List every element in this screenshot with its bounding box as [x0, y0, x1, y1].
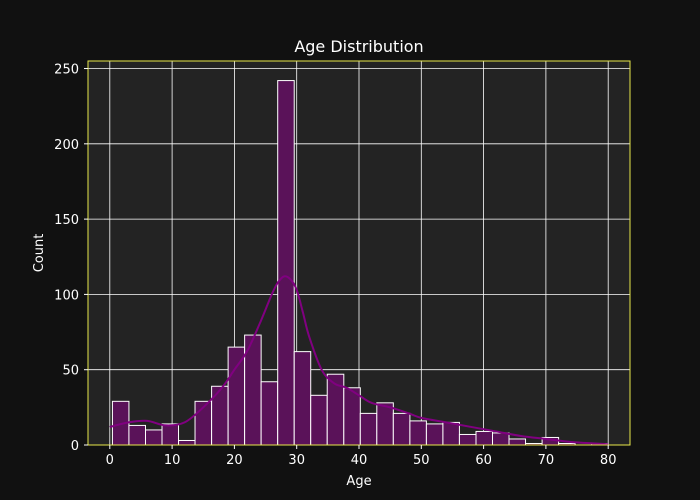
histogram-bar	[277, 80, 295, 446]
histogram-bar	[409, 420, 427, 446]
histogram-bar	[376, 402, 394, 446]
histogram-bar	[310, 394, 328, 446]
chart-title: Age Distribution	[294, 37, 423, 56]
y-axis-ticks: 0 50 100 150 200 250	[54, 63, 88, 454]
y-tick-label: 0	[71, 439, 79, 454]
histogram-bars	[111, 80, 609, 446]
histogram-bar	[458, 433, 477, 446]
x-tick-label: 70	[538, 453, 555, 468]
x-tick-label: 60	[475, 453, 492, 468]
y-tick-label: 100	[54, 288, 79, 303]
x-tick-label: 80	[600, 453, 617, 468]
y-tick-label: 250	[54, 63, 79, 78]
histogram-bar	[128, 424, 147, 446]
histogram-bar	[442, 421, 460, 446]
x-tick-label: 40	[351, 453, 368, 468]
grid	[88, 61, 630, 446]
x-tick-label: 50	[413, 453, 430, 468]
x-tick-label: 20	[226, 453, 243, 468]
y-axis-title: Count	[32, 234, 47, 273]
histogram-bar	[392, 412, 411, 446]
histogram-bar	[475, 430, 494, 446]
histogram-bar	[508, 438, 527, 446]
histogram-bar	[293, 351, 312, 446]
x-tick-label: 10	[164, 453, 181, 468]
histogram-bar	[178, 439, 196, 446]
histogram-bar	[145, 429, 163, 446]
histogram-bar	[343, 387, 361, 446]
x-axis-ticks: 0 10 20 30 40 50 60 70 80	[106, 445, 617, 468]
histogram-bar	[492, 432, 510, 446]
histogram-bar	[227, 346, 246, 446]
histogram-bar	[425, 423, 444, 446]
histogram-bar	[161, 423, 180, 446]
y-tick-label: 50	[62, 364, 79, 379]
histogram-bar	[359, 412, 378, 446]
y-tick-label: 150	[54, 213, 79, 228]
histogram-bar	[211, 385, 229, 446]
kde-curve	[109, 275, 609, 446]
x-tick-label: 0	[106, 453, 114, 468]
histogram-bar	[260, 381, 279, 446]
x-tick-label: 30	[288, 453, 305, 468]
x-axis-title: Age	[346, 474, 371, 489]
y-tick-label: 200	[54, 138, 79, 153]
